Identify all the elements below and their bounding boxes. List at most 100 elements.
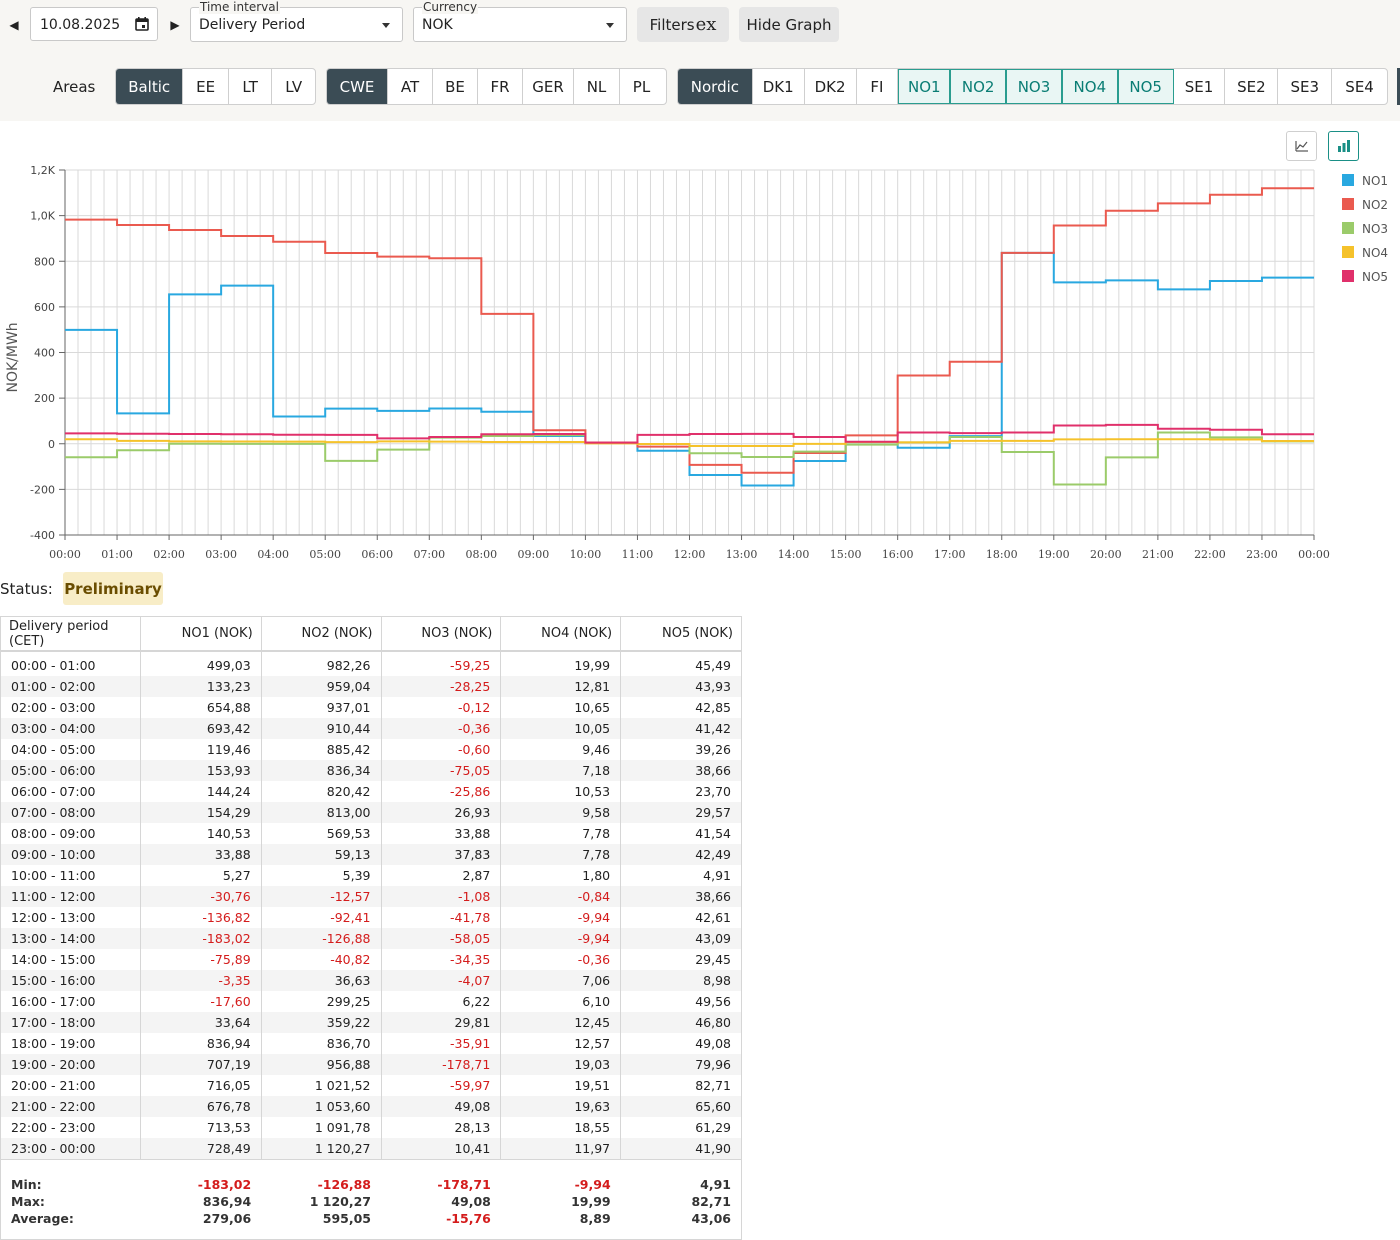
area-button-lv[interactable]: LV bbox=[285, 77, 303, 96]
legend-label-no2[interactable]: NO2 bbox=[1362, 198, 1388, 212]
column-header[interactable]: NO2 (NOK) bbox=[261, 616, 382, 652]
column-header[interactable]: Delivery period (CET) bbox=[0, 616, 141, 652]
legend-swatch-no3[interactable] bbox=[1342, 222, 1354, 234]
area-button-ee[interactable]: EE bbox=[183, 69, 229, 104]
area-button-se3[interactable]: SE3 bbox=[1278, 69, 1333, 104]
series-line-no2 bbox=[65, 187, 1314, 474]
area-button-at[interactable]: AT bbox=[388, 69, 433, 104]
price-cell: 359,22 bbox=[261, 1012, 382, 1033]
bar-chart-toggle[interactable] bbox=[1328, 131, 1359, 161]
legend-swatch-no1[interactable] bbox=[1342, 174, 1354, 186]
legend-label-no3[interactable]: NO3 bbox=[1362, 222, 1388, 236]
line-chart-toggle[interactable] bbox=[1286, 131, 1317, 161]
table-row: 03:00 - 04:00 693,42 910,44 -0,36 10,05 41,42 bbox=[0, 718, 742, 739]
table-row: 22:00 - 23:00 713,53 1 091,78 28,13 18,55 61,… bbox=[0, 1117, 742, 1138]
price-cell: 36,63 bbox=[261, 970, 382, 991]
legend-label-no1[interactable]: NO1 bbox=[1362, 174, 1388, 188]
area-button-no4[interactable]: NO4 bbox=[1061, 69, 1118, 104]
summary-label: Max: bbox=[0, 1193, 141, 1210]
price-cell: 499,03 bbox=[140, 651, 262, 676]
area-button-no2[interactable]: NO2 bbox=[950, 69, 1007, 104]
price-cell: 144,24 bbox=[140, 781, 262, 802]
filters-button[interactable]: Filters ex bbox=[637, 7, 729, 42]
price-cell: 29,81 bbox=[381, 1012, 502, 1033]
area-button-se2[interactable]: SE2 bbox=[1225, 69, 1279, 104]
price-cell: -9,94 bbox=[500, 928, 622, 949]
x-tick-label: 17:00 bbox=[934, 548, 966, 561]
y-tick-label: 200 bbox=[34, 392, 55, 405]
area-button-pl[interactable]: PL bbox=[632, 77, 651, 96]
price-cell: 676,78 bbox=[140, 1096, 262, 1117]
table-row: 14:00 - 15:00 -75,89 -40,82 -34,35 -0,36 29,4… bbox=[0, 949, 742, 970]
summary-value: 19,99 bbox=[500, 1193, 621, 1210]
filters-label: Filters bbox=[649, 15, 695, 34]
legend-swatch-no4[interactable] bbox=[1342, 246, 1354, 258]
delivery-period-cell: 21:00 - 22:00 bbox=[0, 1096, 141, 1117]
price-cell: 49,08 bbox=[620, 1033, 742, 1054]
delivery-period-cell: 11:00 - 12:00 bbox=[0, 886, 141, 907]
area-button-se4[interactable]: SE4 bbox=[1345, 77, 1374, 96]
delivery-period-cell: 07:00 - 08:00 bbox=[0, 802, 141, 823]
column-header[interactable]: NO4 (NOK) bbox=[500, 616, 622, 652]
summary-value: 8,89 bbox=[500, 1210, 621, 1240]
price-cell: 707,19 bbox=[140, 1054, 262, 1075]
price-cell: 713,53 bbox=[140, 1117, 262, 1138]
column-header[interactable]: NO1 (NOK) bbox=[140, 616, 262, 652]
price-cell: 885,42 bbox=[261, 739, 382, 760]
area-button-cwe[interactable]: CWE bbox=[327, 69, 388, 104]
price-cell: -41,78 bbox=[381, 907, 502, 928]
line-chart-icon bbox=[1295, 141, 1308, 152]
legend-label-no5[interactable]: NO5 bbox=[1362, 270, 1388, 284]
area-button-lt[interactable]: LT bbox=[229, 69, 273, 104]
calendar-icon[interactable] bbox=[135, 17, 149, 31]
price-cell: 10,41 bbox=[381, 1138, 502, 1160]
price-cell: 654,88 bbox=[140, 697, 262, 718]
price-cell: -30,76 bbox=[140, 886, 262, 907]
area-button-nordic[interactable]: Nordic bbox=[678, 69, 753, 104]
area-button-no3[interactable]: NO3 bbox=[1006, 69, 1062, 104]
area-button-se1[interactable]: SE1 bbox=[1174, 69, 1226, 104]
summary-value: 82,71 bbox=[620, 1193, 742, 1210]
delivery-period-cell: 15:00 - 16:00 bbox=[0, 970, 141, 991]
column-header[interactable]: NO3 (NOK) bbox=[381, 616, 502, 652]
summary-value: -15,76 bbox=[381, 1210, 501, 1240]
table-row: 00:00 - 01:00 499,03 982,26 -59,25 19,99 45,4… bbox=[0, 651, 742, 676]
price-cell: -59,97 bbox=[381, 1075, 502, 1096]
hide-graph-button[interactable]: Hide Graph bbox=[739, 7, 839, 42]
currency-select[interactable]: Currency NOK bbox=[413, 0, 627, 42]
legend-swatch-no2[interactable] bbox=[1342, 198, 1354, 210]
date-picker[interactable]: 10.08.2025 bbox=[30, 7, 158, 41]
price-cell: 82,71 bbox=[620, 1075, 742, 1096]
area-button-fi[interactable]: FI bbox=[857, 69, 899, 104]
price-cell: 569,53 bbox=[261, 823, 382, 844]
area-button-dk1[interactable]: DK1 bbox=[753, 69, 805, 104]
table-summary: Min: -183,02 -126,88 -178,71 -9,94 4,91 Max: 83… bbox=[0, 1159, 742, 1240]
area-button-dk2[interactable]: DK2 bbox=[805, 69, 857, 104]
legend-label-no4[interactable]: NO4 bbox=[1362, 246, 1388, 260]
area-button-be[interactable]: BE bbox=[433, 69, 478, 104]
price-cell: 836,34 bbox=[261, 760, 382, 781]
legend-swatch-no5[interactable] bbox=[1342, 270, 1354, 282]
delivery-period-cell: 10:00 - 11:00 bbox=[0, 865, 141, 886]
table-row: 16:00 - 17:00 -17,60 299,25 6,22 6,10 49,56 bbox=[0, 991, 742, 1012]
price-cell: -28,25 bbox=[381, 676, 502, 697]
next-day-arrow-icon[interactable]: ▶ bbox=[170, 18, 180, 32]
area-button-ger[interactable]: GER bbox=[523, 69, 574, 104]
delivery-period-cell: 23:00 - 00:00 bbox=[0, 1138, 141, 1160]
price-cell: 41,42 bbox=[620, 718, 742, 739]
column-header[interactable]: NO5 (NOK) bbox=[620, 616, 742, 652]
price-cell: 956,88 bbox=[261, 1054, 382, 1075]
table-row: 11:00 - 12:00 -30,76 -12,57 -1,08 -0,84 38,66 bbox=[0, 886, 742, 907]
area-button-baltic[interactable]: Baltic bbox=[116, 69, 184, 104]
time-interval-value: Delivery Period bbox=[199, 17, 306, 33]
area-button-fr[interactable]: FR bbox=[478, 69, 523, 104]
summary-value: 43,06 bbox=[620, 1210, 742, 1240]
area-button-nl[interactable]: NL bbox=[574, 69, 620, 104]
area-button-no1[interactable]: NO1 bbox=[898, 69, 951, 104]
time-interval-select[interactable]: Time interval Delivery Period bbox=[190, 0, 403, 42]
delivery-period-cell: 20:00 - 21:00 bbox=[0, 1075, 141, 1096]
price-cell: 19,63 bbox=[500, 1096, 622, 1117]
previous-day-arrow-icon[interactable]: ◀ bbox=[9, 18, 19, 32]
area-button-no5[interactable]: NO5 bbox=[1117, 69, 1174, 104]
price-cell: 19,03 bbox=[500, 1054, 622, 1075]
